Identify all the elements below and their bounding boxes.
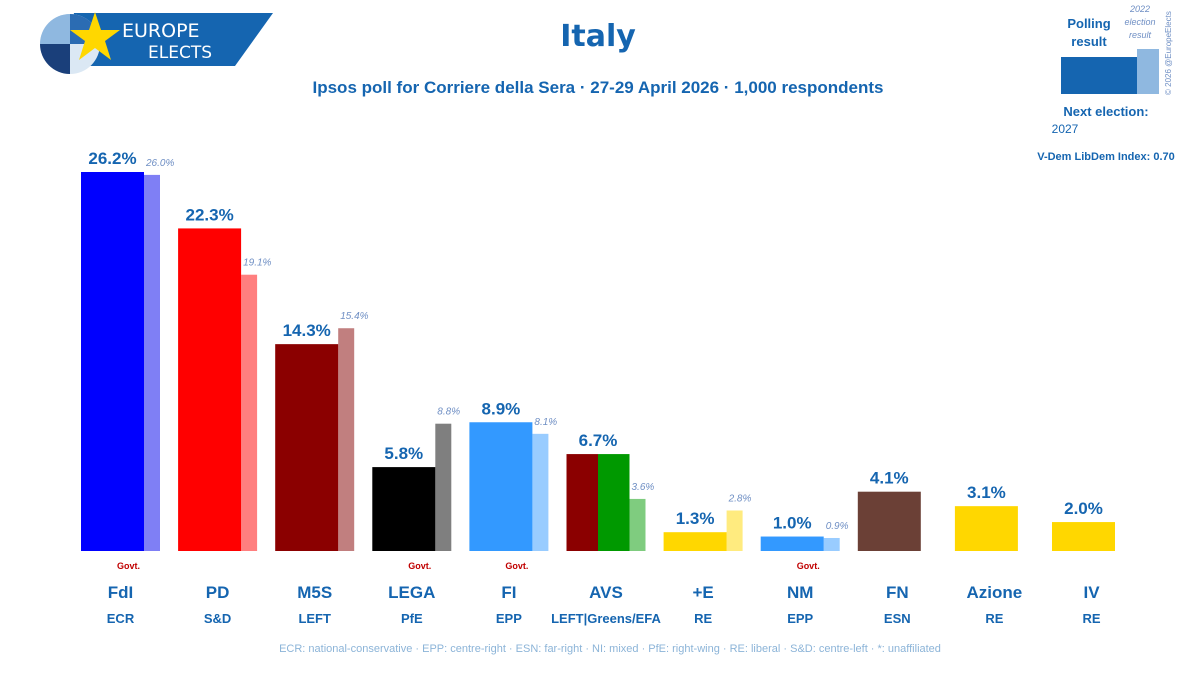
value-label: 1.0% — [773, 514, 812, 533]
poll-bar — [566, 454, 598, 551]
value-label: 6.7% — [579, 431, 618, 450]
party-group: ECR — [107, 611, 135, 626]
party-name: Azione — [967, 583, 1023, 602]
footer-legend: ECR: national-conservative · EPP: centre… — [279, 643, 941, 655]
prev-result-label: 2.8% — [728, 493, 752, 504]
next-election-label: Next election: — [1063, 104, 1148, 119]
prev-result-label: 0.9% — [826, 521, 849, 532]
legend-poll-label-1: Polling — [1067, 16, 1110, 31]
poll-bar — [663, 532, 727, 551]
poll-subtitle: Ipsos poll for Corriere della Sera · 27-… — [313, 78, 884, 97]
legend-prev-label-1: 2022 — [1129, 4, 1150, 14]
prev-result-label: 19.1% — [243, 258, 271, 269]
logo-text-line1: EUROPE — [122, 20, 200, 42]
poll-bar — [954, 506, 1018, 551]
prev-result-label: 8.8% — [437, 407, 460, 418]
prev-result-bar — [338, 328, 355, 551]
govt-tag: Govt. — [797, 561, 820, 571]
prev-result-bar — [144, 174, 160, 551]
logo-star-icon — [70, 12, 120, 60]
next-election-value: 2027 — [1052, 122, 1079, 136]
europe-elects-logo: EUROPE ELECTS — [40, 12, 273, 74]
poll-bar — [857, 491, 921, 551]
prev-result-bar — [532, 433, 549, 551]
value-label: 5.8% — [384, 444, 423, 463]
value-label: 4.1% — [870, 469, 909, 488]
logo-globe-segment — [40, 44, 70, 74]
party-group: RE — [1082, 611, 1100, 626]
prev-result-bar — [823, 537, 840, 551]
poll-bar — [81, 172, 144, 551]
value-label: 3.1% — [967, 483, 1006, 502]
party-name: M5S — [297, 583, 332, 602]
value-label: 22.3% — [185, 205, 233, 224]
prev-result-bar — [435, 423, 452, 551]
page-title: Italy — [560, 19, 636, 54]
party-name: FN — [886, 583, 909, 602]
value-label: 1.3% — [676, 509, 715, 528]
party-group: RE — [985, 611, 1003, 626]
party-group: ESN — [884, 611, 911, 626]
govt-tag: Govt. — [505, 561, 528, 571]
value-label: 8.9% — [482, 399, 521, 418]
prev-result-label: 3.6% — [632, 482, 655, 493]
prev-result-label: 8.1% — [534, 417, 557, 428]
legend-prev-label-3: result — [1129, 30, 1152, 40]
party-group: LEFT — [298, 611, 331, 626]
prev-result-label: 15.4% — [340, 311, 368, 322]
prev-result-bar — [726, 510, 743, 551]
logo-globe-segment — [40, 14, 70, 44]
poll-bar — [275, 344, 339, 551]
party-name: AVS — [589, 583, 623, 602]
poll-bar — [760, 536, 824, 551]
value-label: 26.2% — [88, 149, 136, 168]
logo-text-line2: ELECTS — [148, 43, 212, 63]
legend-poll-label-2: result — [1071, 34, 1107, 49]
govt-tag: Govt. — [117, 561, 140, 571]
party-name: LEGA — [388, 583, 435, 602]
party-name: IV — [1083, 583, 1100, 602]
party-group: S&D — [204, 611, 231, 626]
govt-tag: Govt. — [408, 561, 431, 571]
party-group: PfE — [401, 611, 423, 626]
poll-bar — [598, 454, 630, 551]
poll-bar — [178, 228, 242, 552]
logo-banner — [62, 13, 273, 66]
poll-bar — [469, 422, 533, 551]
value-label: 14.3% — [283, 321, 331, 340]
party-name: FdI — [108, 583, 134, 602]
party-name: FI — [501, 583, 516, 602]
party-name: +E — [692, 583, 713, 602]
party-group: RE — [694, 611, 712, 626]
party-group: EPP — [496, 611, 522, 626]
prev-result-bar — [241, 274, 258, 551]
bars-group: 26.0% 26.2% Govt. FdI ECR 19.1% 22.3% PD S&D 15.4… — [81, 149, 1115, 626]
value-label: 2.0% — [1064, 499, 1103, 518]
prev-result-bar — [629, 498, 646, 551]
party-name: NM — [787, 583, 813, 602]
copyright-text: © 2026 @EuropeElects — [1164, 11, 1173, 95]
poll-bar — [1052, 522, 1115, 551]
legend-prev-swatch — [1137, 49, 1159, 94]
party-group: EPP — [787, 611, 813, 626]
prev-result-label: 26.0% — [145, 158, 174, 169]
vdem-index: V-Dem LibDem Index: 0.70 — [1037, 151, 1175, 163]
legend-poll-swatch — [1061, 57, 1137, 94]
party-group: LEFT|Greens/EFA — [551, 611, 661, 626]
party-name: PD — [206, 583, 230, 602]
legend: Polling result 2022 election result © 20… — [1037, 4, 1175, 163]
legend-prev-label-2: election — [1124, 17, 1155, 27]
poll-bar — [372, 467, 436, 551]
